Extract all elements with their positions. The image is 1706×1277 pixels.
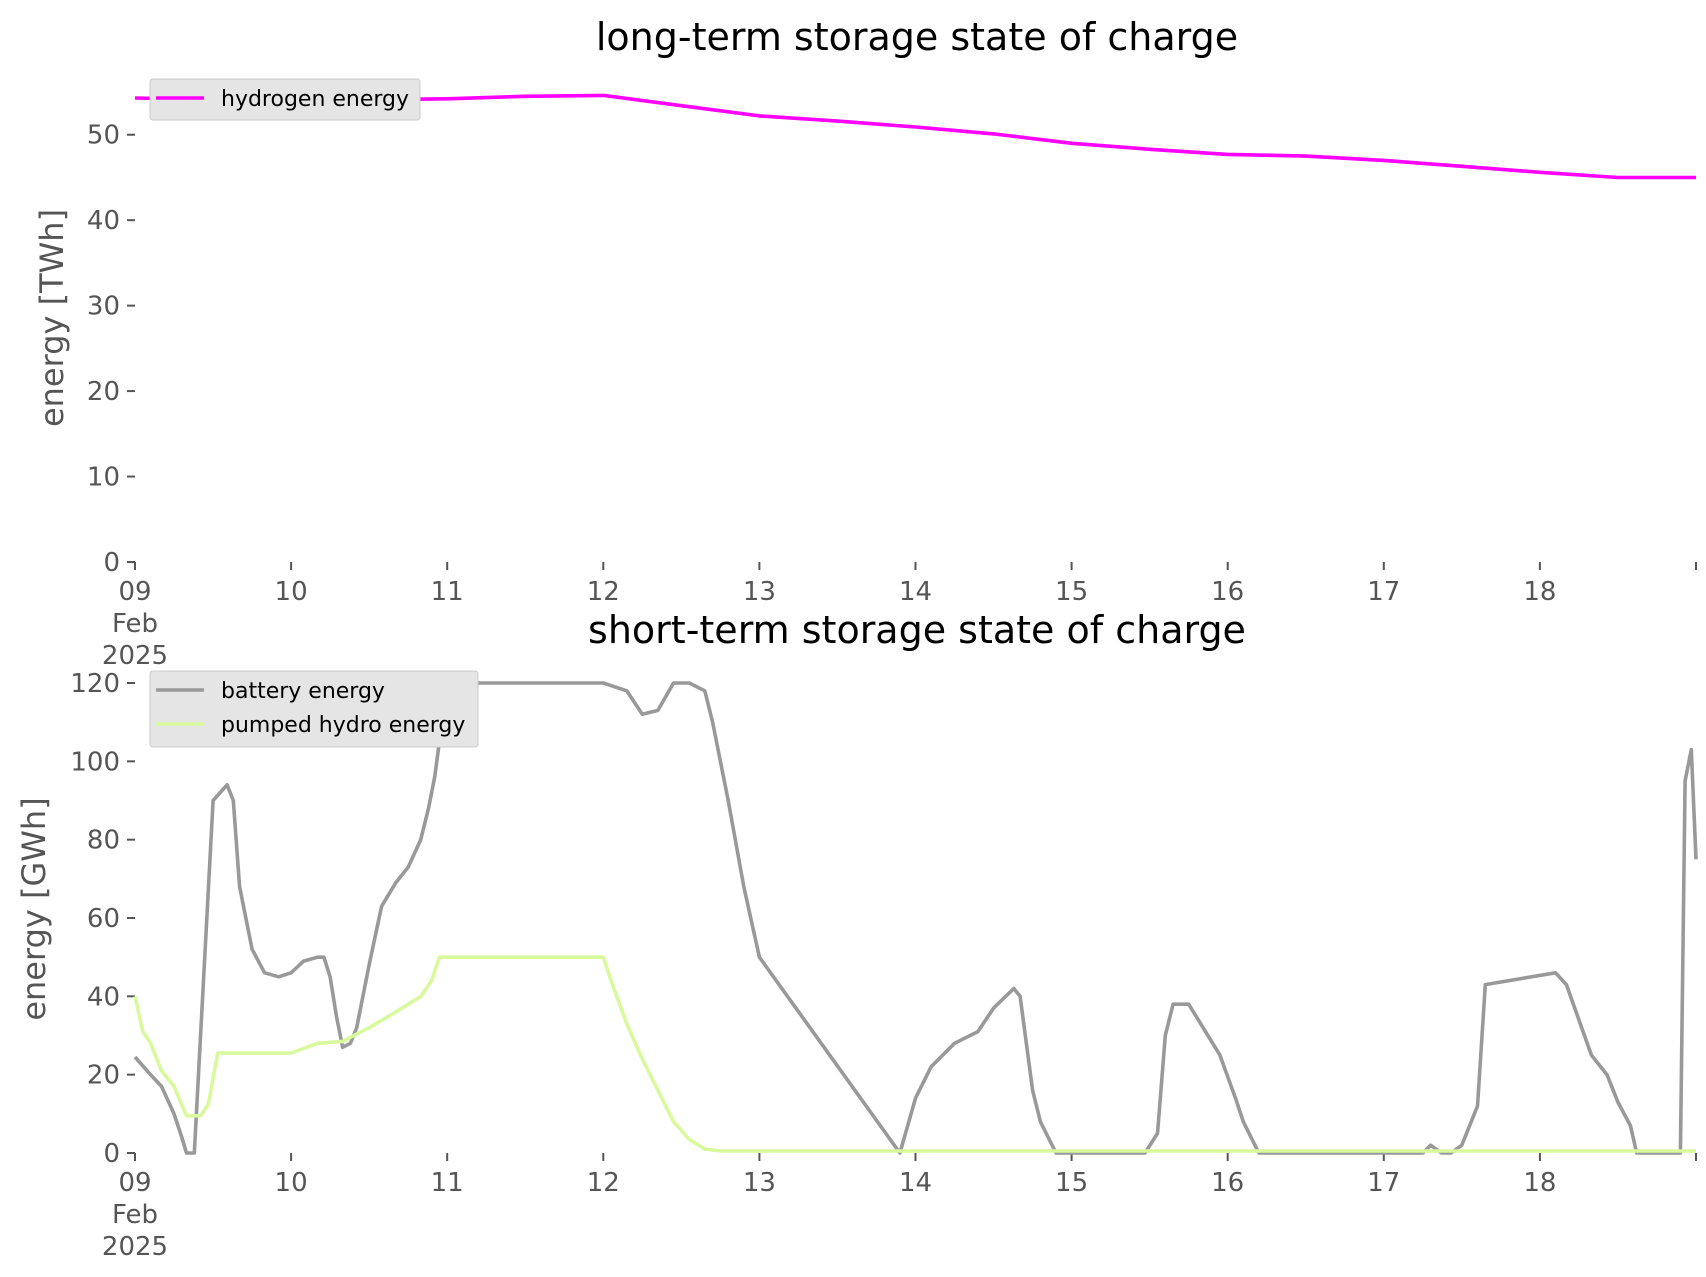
x-tick-label: 15	[1055, 577, 1088, 607]
x-tick-label: 2025	[102, 641, 168, 671]
legend-label-pumped-hydro-energy: pumped hydro energy	[221, 713, 465, 738]
legend-box	[149, 78, 421, 121]
x-tick-label: 18	[1523, 577, 1556, 607]
y-tick-label: 100	[70, 747, 120, 777]
x-tick-label: 13	[743, 1168, 776, 1198]
y-tick-label: 30	[87, 292, 120, 322]
x-tick-label: 10	[275, 577, 308, 607]
x-tick-label: Feb	[112, 1200, 158, 1230]
y-tick-label: 0	[103, 1139, 120, 1169]
y-axis-label: energy [GWh]	[15, 797, 53, 1020]
x-tick-label: 2025	[102, 1232, 168, 1262]
x-tick-label: 16	[1211, 577, 1244, 607]
long-term-storage-panel: long-term storage state of charge energy…	[33, 15, 1697, 671]
legend-label-hydrogen-energy: hydrogen energy	[221, 87, 409, 112]
legend: hydrogen energy	[149, 78, 421, 121]
legend-label-battery-energy: battery energy	[221, 679, 385, 704]
x-tick-label: 18	[1523, 1168, 1556, 1198]
x-tick-label: 16	[1211, 1168, 1244, 1198]
y-tick-label: 80	[87, 826, 120, 856]
x-tick-label: 12	[587, 577, 620, 607]
x-tick-label: 15	[1055, 1168, 1088, 1198]
series-group	[133, 681, 1698, 1155]
x-tick-label: 17	[1367, 1168, 1400, 1198]
chart-title: long-term storage state of charge	[596, 15, 1238, 59]
x-tick-label: 11	[431, 577, 464, 607]
legend-box	[149, 670, 479, 748]
y-tick-label: 60	[87, 904, 120, 934]
series-line-pumped-hydro-energy	[133, 955, 1696, 1153]
x-tick-label: 14	[899, 1168, 932, 1198]
legend: battery energy pumped hydro energy	[149, 670, 479, 748]
x-tick-label: 09	[118, 1168, 151, 1198]
x-tick-label: 17	[1367, 577, 1400, 607]
y-axis: 0 20 40 60 80 100 120	[70, 669, 135, 1169]
y-tick-label: 0	[103, 548, 120, 578]
x-tick-label: 10	[275, 1168, 308, 1198]
y-tick-label: 40	[87, 982, 120, 1012]
y-tick-label: 120	[70, 669, 120, 699]
y-axis: 0 10 20 30 40 50	[87, 121, 135, 578]
y-tick-label: 40	[87, 206, 120, 236]
y-tick-label: 20	[87, 377, 120, 407]
y-tick-label: 50	[87, 121, 120, 151]
x-tick-label: 13	[743, 577, 776, 607]
chart-title: short-term storage state of charge	[588, 608, 1246, 652]
short-term-storage-panel: short-term storage state of charge energ…	[15, 608, 1698, 1262]
x-tick-label: Feb	[112, 609, 158, 639]
y-tick-label: 10	[87, 463, 120, 493]
x-tick-label: 12	[587, 1168, 620, 1198]
x-tick-label: 14	[899, 577, 932, 607]
x-tick-label: 09	[118, 577, 151, 607]
series-line-battery-energy	[133, 681, 1698, 1155]
y-tick-label: 20	[87, 1061, 120, 1091]
x-tick-label: 11	[431, 1168, 464, 1198]
y-axis-label: energy [TWh]	[33, 209, 71, 427]
